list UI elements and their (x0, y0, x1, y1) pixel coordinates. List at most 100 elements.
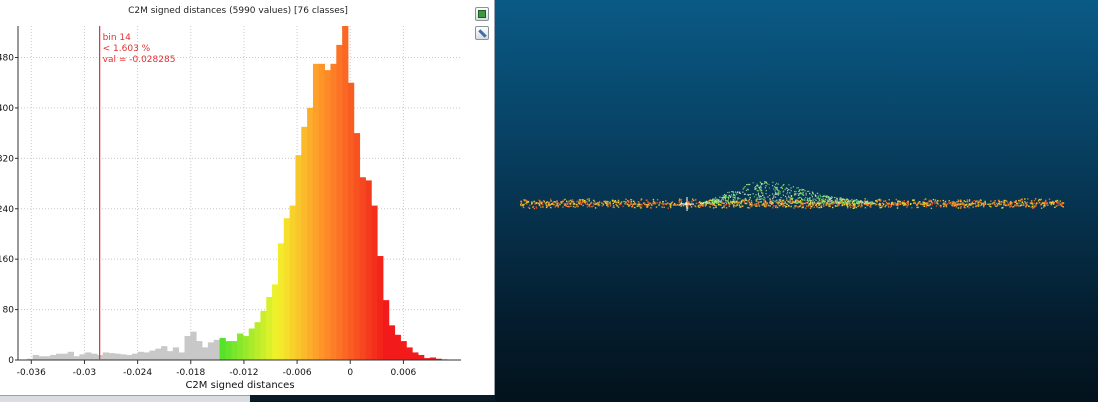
cloud-point (784, 188, 786, 191)
cloud-point (592, 199, 595, 202)
cloud-point (804, 198, 806, 200)
cloud-point (759, 195, 761, 197)
cloud-point (754, 188, 756, 191)
cloud-point (726, 202, 728, 204)
cloud-point (880, 206, 883, 209)
cloud-point (760, 188, 762, 190)
histogram-bar (178, 352, 185, 360)
cloud-point (743, 187, 745, 189)
histogram-bar (237, 333, 244, 360)
cloud-point (567, 202, 569, 204)
cloud-point (826, 202, 829, 204)
cloud-point (736, 204, 739, 206)
cloud-point (1048, 198, 1051, 200)
cloud-point (534, 203, 536, 205)
cloud-point (648, 202, 650, 204)
cloud-point (678, 199, 681, 202)
cloud-point (890, 205, 892, 207)
cloud-point (832, 206, 834, 209)
cloud-point (936, 201, 939, 203)
cloud-point (987, 203, 989, 205)
cloud-point (940, 206, 942, 208)
cloud-point (797, 200, 799, 202)
cloud-point (842, 201, 844, 204)
cloud-point (829, 199, 831, 201)
cloud-point (589, 206, 591, 208)
cloud-point (727, 191, 729, 194)
cloud-point (786, 187, 788, 190)
cloud-point (858, 202, 860, 205)
cloud-point (589, 203, 591, 206)
cloud-point (790, 190, 792, 192)
cloud-point (982, 202, 984, 204)
cloud-point (789, 200, 791, 202)
cloud-point (916, 206, 918, 209)
histogram-bar (289, 205, 296, 360)
cloud-point (832, 201, 834, 203)
cloud-point (727, 201, 729, 203)
cloud-point (840, 199, 842, 202)
cloud-point (817, 202, 819, 205)
cloud-point (727, 196, 729, 199)
cloud-point (550, 200, 552, 202)
cloud-point (634, 206, 636, 209)
cloud-point (648, 204, 651, 206)
cloud-point (841, 199, 843, 202)
histogram-bar (161, 346, 168, 360)
cloud-point (534, 201, 537, 203)
histogram-bar (400, 341, 407, 360)
cloud-point (698, 206, 700, 208)
cloud-point (754, 203, 756, 205)
histogram-tool-button[interactable] (475, 26, 489, 40)
cloud-point (823, 201, 825, 203)
value-marker[interactable]: bin 14< 1.603 %val = -0.028285 (99, 26, 176, 360)
cloud-point (759, 181, 761, 183)
cloud-point (735, 201, 738, 203)
cloud-point (976, 205, 978, 207)
cloud-point (718, 204, 720, 206)
histogram-bar (120, 354, 127, 360)
point-cloud-viewer[interactable] (495, 0, 1098, 401)
cloud-point (931, 201, 933, 203)
cloud-point (878, 205, 880, 207)
cloud-point (540, 203, 543, 205)
cloud-point (637, 201, 640, 203)
cloud-point (737, 198, 739, 200)
export-histogram-button[interactable] (475, 7, 489, 21)
cloud-point (823, 194, 825, 196)
cloud-point (640, 198, 643, 200)
cloud-point (551, 203, 553, 205)
cloud-point (817, 192, 819, 195)
cloud-point (745, 200, 747, 202)
cloud-point (565, 204, 567, 206)
cloud-point (836, 202, 838, 204)
histogram-bar (172, 347, 180, 360)
cloud-point (700, 204, 702, 206)
chart-title: C2M signed distances (5990 values) [76 c… (128, 6, 348, 16)
cloud-point (713, 202, 715, 204)
cloud-point (639, 206, 641, 208)
point-cloud-render[interactable] (495, 0, 1098, 401)
histogram-bar (207, 342, 215, 360)
cloud-point (797, 202, 799, 205)
cloud-point (872, 202, 874, 204)
cloud-point (558, 203, 560, 205)
cloud-point (755, 200, 757, 202)
cloud-point (788, 204, 790, 207)
cloud-point (719, 200, 721, 202)
cloud-point (786, 203, 788, 205)
cloud-point (733, 206, 735, 208)
cloud-point (757, 190, 759, 192)
cloud-point (810, 205, 812, 208)
cloud-point (775, 201, 777, 204)
cloud-point (745, 202, 747, 205)
cloud-point (711, 203, 713, 205)
cloud-point (823, 202, 825, 204)
cloud-point (774, 205, 777, 207)
x-tick-label: 0 (347, 368, 353, 378)
cloud-point (1018, 202, 1020, 204)
cloud-point (926, 204, 928, 206)
cloud-point (520, 201, 523, 204)
cloud-point (1018, 205, 1020, 207)
cloud-point (793, 193, 796, 195)
